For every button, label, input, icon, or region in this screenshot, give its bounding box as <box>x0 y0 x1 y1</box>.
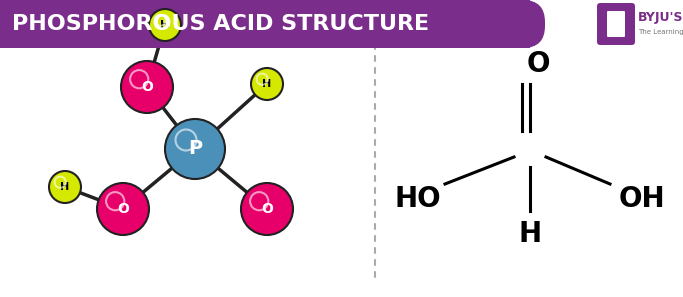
Circle shape <box>97 183 149 235</box>
Text: HO: HO <box>395 185 441 213</box>
Circle shape <box>165 119 225 179</box>
Text: H: H <box>518 220 542 248</box>
Text: The Learning App: The Learning App <box>638 29 683 35</box>
Circle shape <box>149 9 181 41</box>
Circle shape <box>49 171 81 203</box>
Text: O: O <box>526 50 550 78</box>
Text: H: H <box>161 20 169 30</box>
Text: P: P <box>188 140 202 159</box>
FancyBboxPatch shape <box>0 0 545 48</box>
Text: OH: OH <box>619 185 665 213</box>
Text: H: H <box>262 79 272 89</box>
Text: O: O <box>141 80 153 94</box>
Circle shape <box>251 68 283 100</box>
Text: PHOSPHOROUS ACID STRUCTURE: PHOSPHOROUS ACID STRUCTURE <box>12 14 429 34</box>
FancyBboxPatch shape <box>597 3 635 45</box>
Text: O: O <box>117 202 129 216</box>
Bar <box>0 0 520 48</box>
Text: H: H <box>60 182 70 192</box>
Circle shape <box>241 183 293 235</box>
FancyBboxPatch shape <box>607 11 625 37</box>
Bar <box>0 0 530 48</box>
Circle shape <box>121 61 173 113</box>
Text: BYJU'S: BYJU'S <box>638 11 683 24</box>
Text: O: O <box>261 202 273 216</box>
